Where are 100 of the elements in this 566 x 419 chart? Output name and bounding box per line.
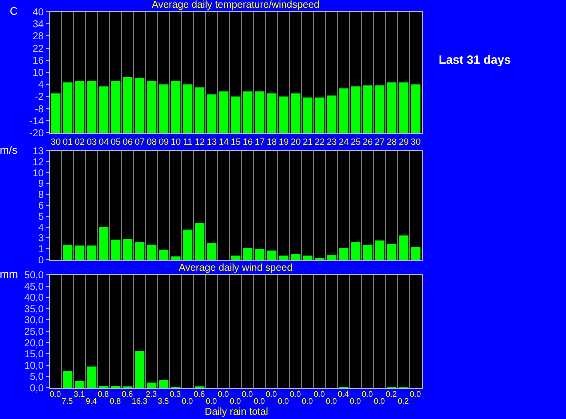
y-tick-label: 8	[38, 190, 44, 202]
data-label: 0.4	[338, 390, 350, 399]
y-axis-title: C	[10, 6, 18, 18]
x-tick-label: 17	[254, 136, 266, 147]
bar	[255, 249, 265, 260]
y-tick-label: 10	[32, 168, 44, 180]
data-label: 0.0	[314, 390, 326, 399]
y-axis-title: mm	[0, 269, 18, 281]
data-label: 0.8	[110, 397, 122, 406]
bar	[63, 82, 73, 133]
y-tick-label: 5,0	[30, 372, 44, 384]
y-tick-label: 12	[32, 157, 44, 168]
bar	[147, 81, 157, 133]
bar	[51, 94, 61, 133]
data-label: 0.2	[386, 390, 398, 399]
bar	[243, 92, 253, 133]
bar	[279, 256, 289, 260]
y-tick-label: 13	[32, 146, 44, 158]
bar	[75, 81, 85, 133]
y-tick-label: 3	[38, 234, 44, 245]
bar	[63, 371, 73, 388]
x-tick-label: 06	[122, 136, 134, 147]
bar	[291, 94, 301, 133]
bar	[363, 86, 373, 133]
data-label: 3.1	[74, 390, 86, 399]
x-tick-label: 28	[386, 136, 398, 147]
x-tick-label: 26	[362, 136, 374, 147]
x-tick-label: 07	[134, 136, 146, 147]
chart-title: Average daily temperature/windspeed	[152, 0, 320, 11]
y-tick-label: 28	[32, 32, 44, 43]
bar	[111, 81, 121, 133]
bar	[291, 254, 301, 260]
bar	[75, 380, 85, 388]
x-tick-label: 10	[170, 136, 182, 147]
bar	[207, 94, 217, 133]
bar	[351, 86, 361, 133]
bar	[159, 250, 169, 260]
data-label: 0.0	[278, 397, 290, 406]
x-tick-label: 24	[338, 136, 350, 147]
bar	[87, 246, 97, 260]
bar	[315, 98, 325, 133]
data-label: 0.0	[230, 397, 242, 406]
bar	[399, 82, 409, 133]
bar	[123, 78, 133, 133]
y-tick-label: -14	[30, 116, 44, 128]
data-label: 0.0	[410, 390, 422, 399]
bar	[171, 81, 181, 133]
y-tick-label: 22	[32, 44, 44, 55]
y-tick-label: 15,0	[24, 350, 44, 361]
bar	[147, 382, 157, 388]
bar	[135, 242, 145, 260]
text: Last 31 days	[439, 53, 512, 67]
bar	[111, 240, 121, 260]
bar	[267, 94, 277, 133]
x-tick-label: 12	[194, 136, 206, 147]
data-label: 0.0	[350, 397, 362, 406]
y-tick-label: -20	[30, 128, 44, 140]
x-tick-label: 04	[98, 136, 110, 147]
data-label: 0.6	[122, 390, 134, 399]
data-label: 0.0	[206, 397, 218, 406]
data-label: 0.8	[98, 390, 110, 399]
bar	[327, 254, 337, 260]
bar	[411, 247, 421, 260]
data-label: 0.0	[182, 397, 194, 406]
y-tick-label: 34	[32, 20, 44, 31]
x-tick-label: 15	[230, 136, 242, 147]
y-tick-label: 50,0	[24, 270, 44, 282]
y-tick-label: 0	[38, 256, 44, 266]
y-tick-label: 40,0	[24, 293, 44, 304]
x-tick-label: 22	[314, 136, 326, 147]
bar	[279, 96, 289, 133]
bar	[303, 98, 313, 133]
y-tick-label: 4	[38, 222, 44, 234]
bar	[327, 96, 337, 133]
data-label: 0.0	[374, 397, 386, 406]
bar	[339, 248, 349, 260]
bar	[411, 84, 421, 133]
data-label: 0.0	[218, 390, 230, 399]
bar	[87, 81, 97, 133]
data-label: 0.0	[254, 397, 266, 406]
data-label: 7.5	[62, 397, 74, 406]
bar	[219, 92, 229, 133]
bar	[387, 82, 397, 133]
x-tick-label: 23	[326, 136, 338, 147]
bar	[99, 227, 109, 260]
data-label: 0.3	[170, 390, 182, 399]
bar	[183, 84, 193, 133]
x-tick-label: 30	[410, 136, 422, 147]
bar	[387, 244, 397, 260]
bar	[399, 236, 409, 260]
bar	[63, 244, 73, 260]
data-label: 0.6	[194, 390, 206, 399]
bar	[303, 256, 313, 260]
data-label: 0.0	[302, 397, 314, 406]
y-tick-label: 5	[38, 212, 44, 223]
y-tick-label: 6	[38, 201, 44, 212]
bar	[195, 223, 205, 260]
x-tick-label: 02	[74, 136, 86, 147]
x-tick-label: 27	[374, 136, 386, 147]
bar	[123, 239, 133, 260]
